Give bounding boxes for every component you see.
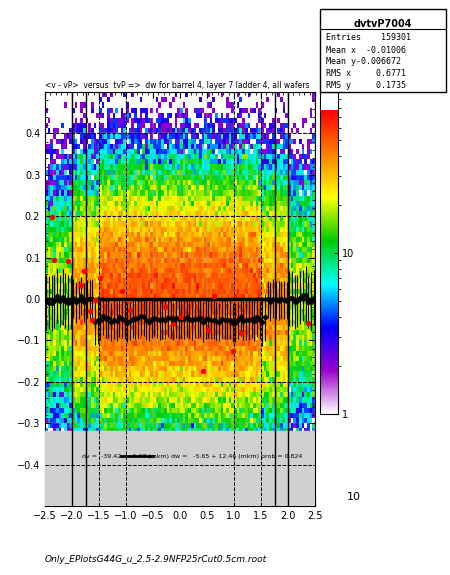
Text: Mean y-0.006672: Mean y-0.006672: [326, 58, 401, 67]
Point: [210, 292, 217, 301]
Point: [229, 346, 236, 355]
Point: [91, 295, 99, 304]
Text: Mean x  -0.01006: Mean x -0.01006: [326, 46, 406, 55]
Point: [81, 266, 88, 275]
Point: [199, 367, 207, 376]
Point: [170, 320, 177, 329]
Text: RMS y     0.1735: RMS y 0.1735: [326, 81, 406, 90]
Point: [118, 286, 126, 295]
Point: [64, 256, 72, 265]
Point: [78, 281, 85, 290]
Point: [237, 329, 244, 338]
Point: [97, 274, 104, 283]
Bar: [45, 431, 315, 506]
Text: 10: 10: [346, 492, 360, 503]
Point: [51, 255, 58, 264]
Point: [126, 305, 134, 315]
Text: dv =  -39.42 +  6.07 (mkm) dw =   -5.65 + 12.46 (mkm) prob = 0.824: dv = -39.42 + 6.07 (mkm) dw = -5.65 + 12…: [82, 454, 302, 459]
Text: RMS x     0.6771: RMS x 0.6771: [326, 69, 406, 78]
Text: dvtvP7004: dvtvP7004: [353, 18, 412, 29]
Point: [205, 325, 212, 334]
Text: <v - vP>  versus  tvP =>  dw for barrel 4, layer 7 ladder 4, all wafers: <v - vP> versus tvP => dw for barrel 4, …: [45, 81, 310, 90]
Point: [86, 306, 93, 316]
Point: [89, 315, 96, 324]
Text: Entries    159301: Entries 159301: [326, 33, 411, 43]
Text: Only_EPlotsG44G_u_2.5-2.9NFP25rCut0.5cm.root: Only_EPlotsG44G_u_2.5-2.9NFP25rCut0.5cm.…: [45, 554, 267, 564]
Point: [305, 318, 312, 327]
Point: [162, 302, 169, 312]
Point: [178, 312, 185, 321]
Point: [48, 212, 55, 221]
